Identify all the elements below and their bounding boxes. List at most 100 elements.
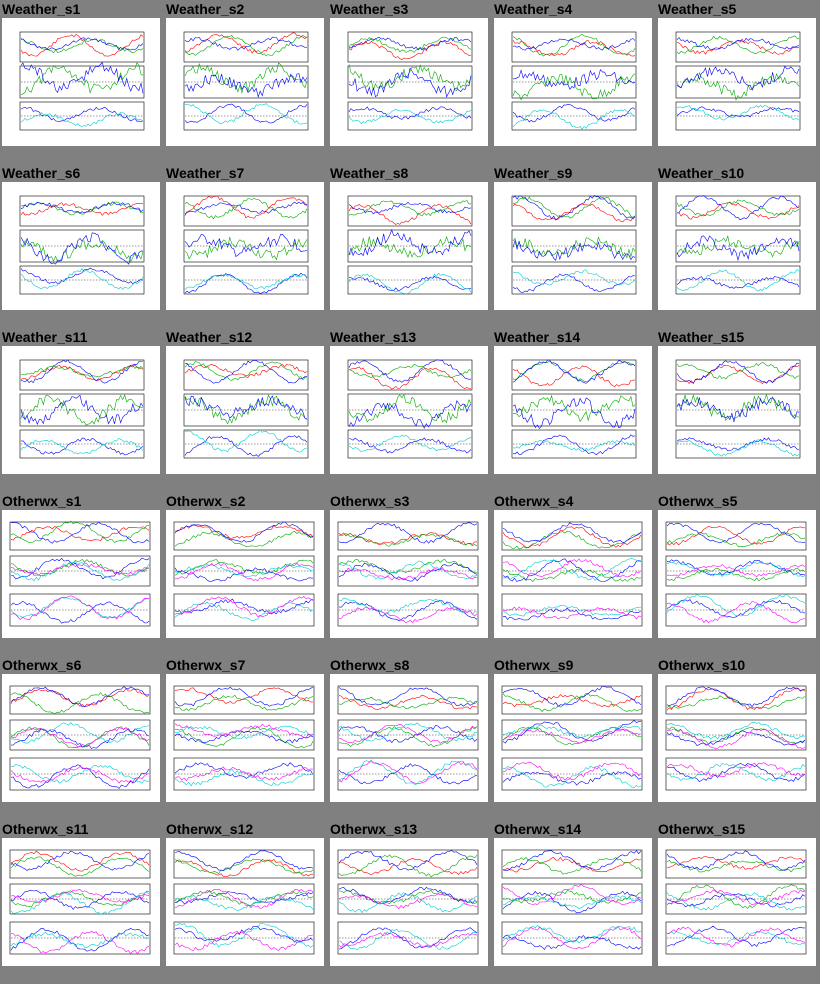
thumbnail-title: Otherwx_s15	[658, 821, 746, 837]
plot-thumbnail[interactable]	[166, 18, 324, 146]
plot-thumbnail[interactable]	[2, 182, 160, 310]
plot-thumbnail[interactable]	[2, 346, 160, 474]
thumbnail-cell[interactable]: Otherwx_s3	[328, 492, 492, 656]
thumbnail-cell[interactable]: Weather_s4	[492, 0, 656, 164]
thumbnail-cell[interactable]: Weather_s8	[328, 164, 492, 328]
plot-thumbnail[interactable]	[494, 18, 652, 146]
subplot-frame	[501, 719, 643, 751]
thumbnail-cell[interactable]: Otherwx_s9	[492, 656, 656, 820]
series-line	[338, 559, 478, 574]
series-line	[676, 439, 800, 457]
subplot-frame	[9, 849, 151, 879]
series-line	[10, 728, 150, 749]
plot-thumbnail[interactable]	[166, 838, 324, 966]
thumbnail-cell[interactable]: Weather_s5	[656, 0, 820, 164]
thumbnail-cell[interactable]: Weather_s1	[0, 0, 164, 164]
thumbnail-cell[interactable]: Weather_s2	[164, 0, 328, 164]
plot-thumbnail[interactable]	[2, 838, 160, 966]
series-line	[11, 561, 150, 582]
plot-thumbnail[interactable]	[658, 674, 816, 802]
thumbnail-title: Weather_s4	[494, 1, 573, 17]
plot-thumbnail[interactable]	[166, 510, 324, 638]
plot-thumbnail[interactable]	[658, 182, 816, 310]
plot-thumbnail[interactable]	[330, 18, 488, 146]
series-line	[676, 199, 800, 217]
series-line	[348, 272, 472, 294]
series-line	[338, 522, 478, 544]
series-line	[512, 40, 636, 57]
plot-svg	[9, 849, 151, 955]
plot-thumbnail[interactable]	[494, 182, 652, 310]
series-line	[348, 200, 472, 217]
series-line	[339, 889, 478, 904]
subplot-frame	[511, 229, 637, 263]
thumbnail-cell[interactable]: Otherwx_s4	[492, 492, 656, 656]
plot-thumbnail[interactable]	[494, 346, 652, 474]
series-line	[348, 106, 472, 120]
series-line	[502, 604, 641, 617]
series-line	[512, 269, 636, 286]
thumbnail-cell[interactable]: Weather_s7	[164, 164, 328, 328]
thumbnail-cell[interactable]: Otherwx_s11	[0, 820, 164, 984]
thumbnail-cell[interactable]: Weather_s12	[164, 328, 328, 492]
thumbnail-title: Otherwx_s14	[494, 821, 582, 837]
plot-thumbnail[interactable]	[166, 674, 324, 802]
thumbnail-cell[interactable]: Weather_s11	[0, 328, 164, 492]
thumbnail-cell[interactable]: Weather_s13	[328, 328, 492, 492]
thumbnail-cell[interactable]: Otherwx_s13	[328, 820, 492, 984]
plot-thumbnail[interactable]	[330, 346, 488, 474]
thumbnail-cell[interactable]: Otherwx_s10	[656, 656, 820, 820]
thumbnail-cell[interactable]: Otherwx_s1	[0, 492, 164, 656]
series-line	[20, 106, 144, 122]
thumbnail-title: Otherwx_s8	[330, 657, 410, 673]
plot-thumbnail[interactable]	[494, 674, 652, 802]
series-line	[184, 103, 308, 124]
series-line	[502, 765, 642, 788]
subplot-frame	[675, 429, 801, 459]
plot-thumbnail[interactable]	[658, 18, 816, 146]
thumbnail-cell[interactable]: Otherwx_s6	[0, 656, 164, 820]
thumbnail-cell[interactable]: Otherwx_s7	[164, 656, 328, 820]
plot-thumbnail[interactable]	[658, 510, 816, 638]
plot-thumbnail[interactable]	[2, 674, 160, 802]
thumbnail-title: Otherwx_s1	[2, 493, 82, 509]
plot-thumbnail[interactable]	[330, 182, 488, 310]
plot-thumbnail[interactable]	[330, 674, 488, 802]
thumbnail-title: Weather_s10	[658, 165, 745, 181]
series-line	[666, 730, 806, 746]
thumbnail-cell[interactable]: Weather_s15	[656, 328, 820, 492]
subplot-frame	[337, 921, 479, 955]
series-line	[174, 694, 314, 711]
series-line	[174, 598, 314, 615]
plot-thumbnail[interactable]	[166, 182, 324, 310]
thumbnail-title: Weather_s9	[494, 165, 573, 181]
thumbnail-cell[interactable]: Weather_s9	[492, 164, 656, 328]
series-line	[676, 35, 800, 55]
plot-thumbnail[interactable]	[330, 838, 488, 966]
thumbnail-cell[interactable]: Otherwx_s8	[328, 656, 492, 820]
plot-thumbnail[interactable]	[494, 510, 652, 638]
series-line	[184, 34, 308, 57]
thumbnail-cell[interactable]: Weather_s10	[656, 164, 820, 328]
series-line	[676, 393, 800, 422]
plot-thumbnail[interactable]	[658, 346, 816, 474]
thumbnail-cell[interactable]: Otherwx_s2	[164, 492, 328, 656]
thumbnail-cell[interactable]: Weather_s14	[492, 328, 656, 492]
thumbnail-cell[interactable]: Otherwx_s5	[656, 492, 820, 656]
series-line	[184, 363, 308, 378]
plot-thumbnail[interactable]	[330, 510, 488, 638]
subplot-frame	[19, 265, 145, 295]
subplot-frame	[665, 883, 807, 915]
thumbnail-cell[interactable]: Otherwx_s14	[492, 820, 656, 984]
thumbnail-cell[interactable]: Weather_s3	[328, 0, 492, 164]
plot-thumbnail[interactable]	[658, 838, 816, 966]
plot-thumbnail[interactable]	[2, 18, 160, 146]
thumbnail-cell[interactable]: Weather_s6	[0, 164, 164, 328]
plot-thumbnail[interactable]	[2, 510, 160, 638]
plot-thumbnail[interactable]	[166, 346, 324, 474]
thumbnail-cell[interactable]: Otherwx_s15	[656, 820, 820, 984]
series-line	[502, 934, 642, 950]
series-line	[174, 521, 314, 543]
plot-thumbnail[interactable]	[494, 838, 652, 966]
thumbnail-cell[interactable]: Otherwx_s12	[164, 820, 328, 984]
